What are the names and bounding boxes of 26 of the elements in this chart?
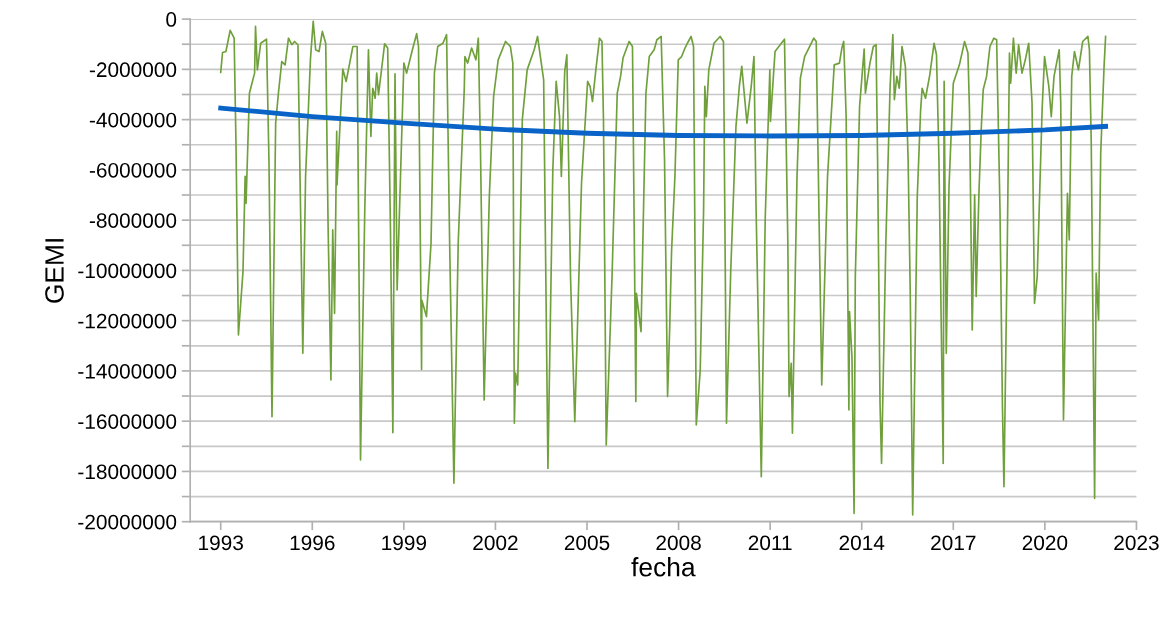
y-tick-label: -14000000 [78, 363, 177, 379]
x-tick-label: 2023 [1114, 535, 1159, 551]
y-tick-label: -8000000 [89, 213, 177, 228]
y-tick-label: -16000000 [78, 414, 177, 429]
y-tick-label: 0 [166, 12, 177, 27]
y-tick-label: -18000000 [78, 464, 177, 480]
x-tick-label: 1996 [290, 535, 335, 551]
y-tick-label: -10000000 [78, 263, 177, 279]
y-tick-label: -6000000 [89, 162, 177, 178]
x-tick-label: 2014 [839, 535, 885, 551]
x-tick-label: 1993 [199, 535, 243, 551]
x-tick-label: 2017 [931, 535, 976, 551]
y-axis-title: GEMI [45, 239, 64, 303]
y-tick-label: -12000000 [78, 313, 177, 329]
x-tick-label: 2002 [473, 535, 518, 551]
y-tick-label: -20000000 [78, 514, 177, 530]
y-tick-label: -4000000 [89, 112, 177, 128]
line-series [218, 105, 1109, 139]
line-series [219, 20, 1107, 516]
x-tick-label: 2011 [748, 535, 792, 551]
x-axis-title: fecha [631, 557, 696, 577]
x-tick-label: 1999 [382, 535, 427, 551]
y-tick-label: -2000000 [89, 62, 177, 78]
x-tick-label: 2008 [656, 535, 701, 551]
x-tick-label: 2020 [1022, 535, 1068, 551]
x-tick-label: 2005 [564, 535, 610, 551]
